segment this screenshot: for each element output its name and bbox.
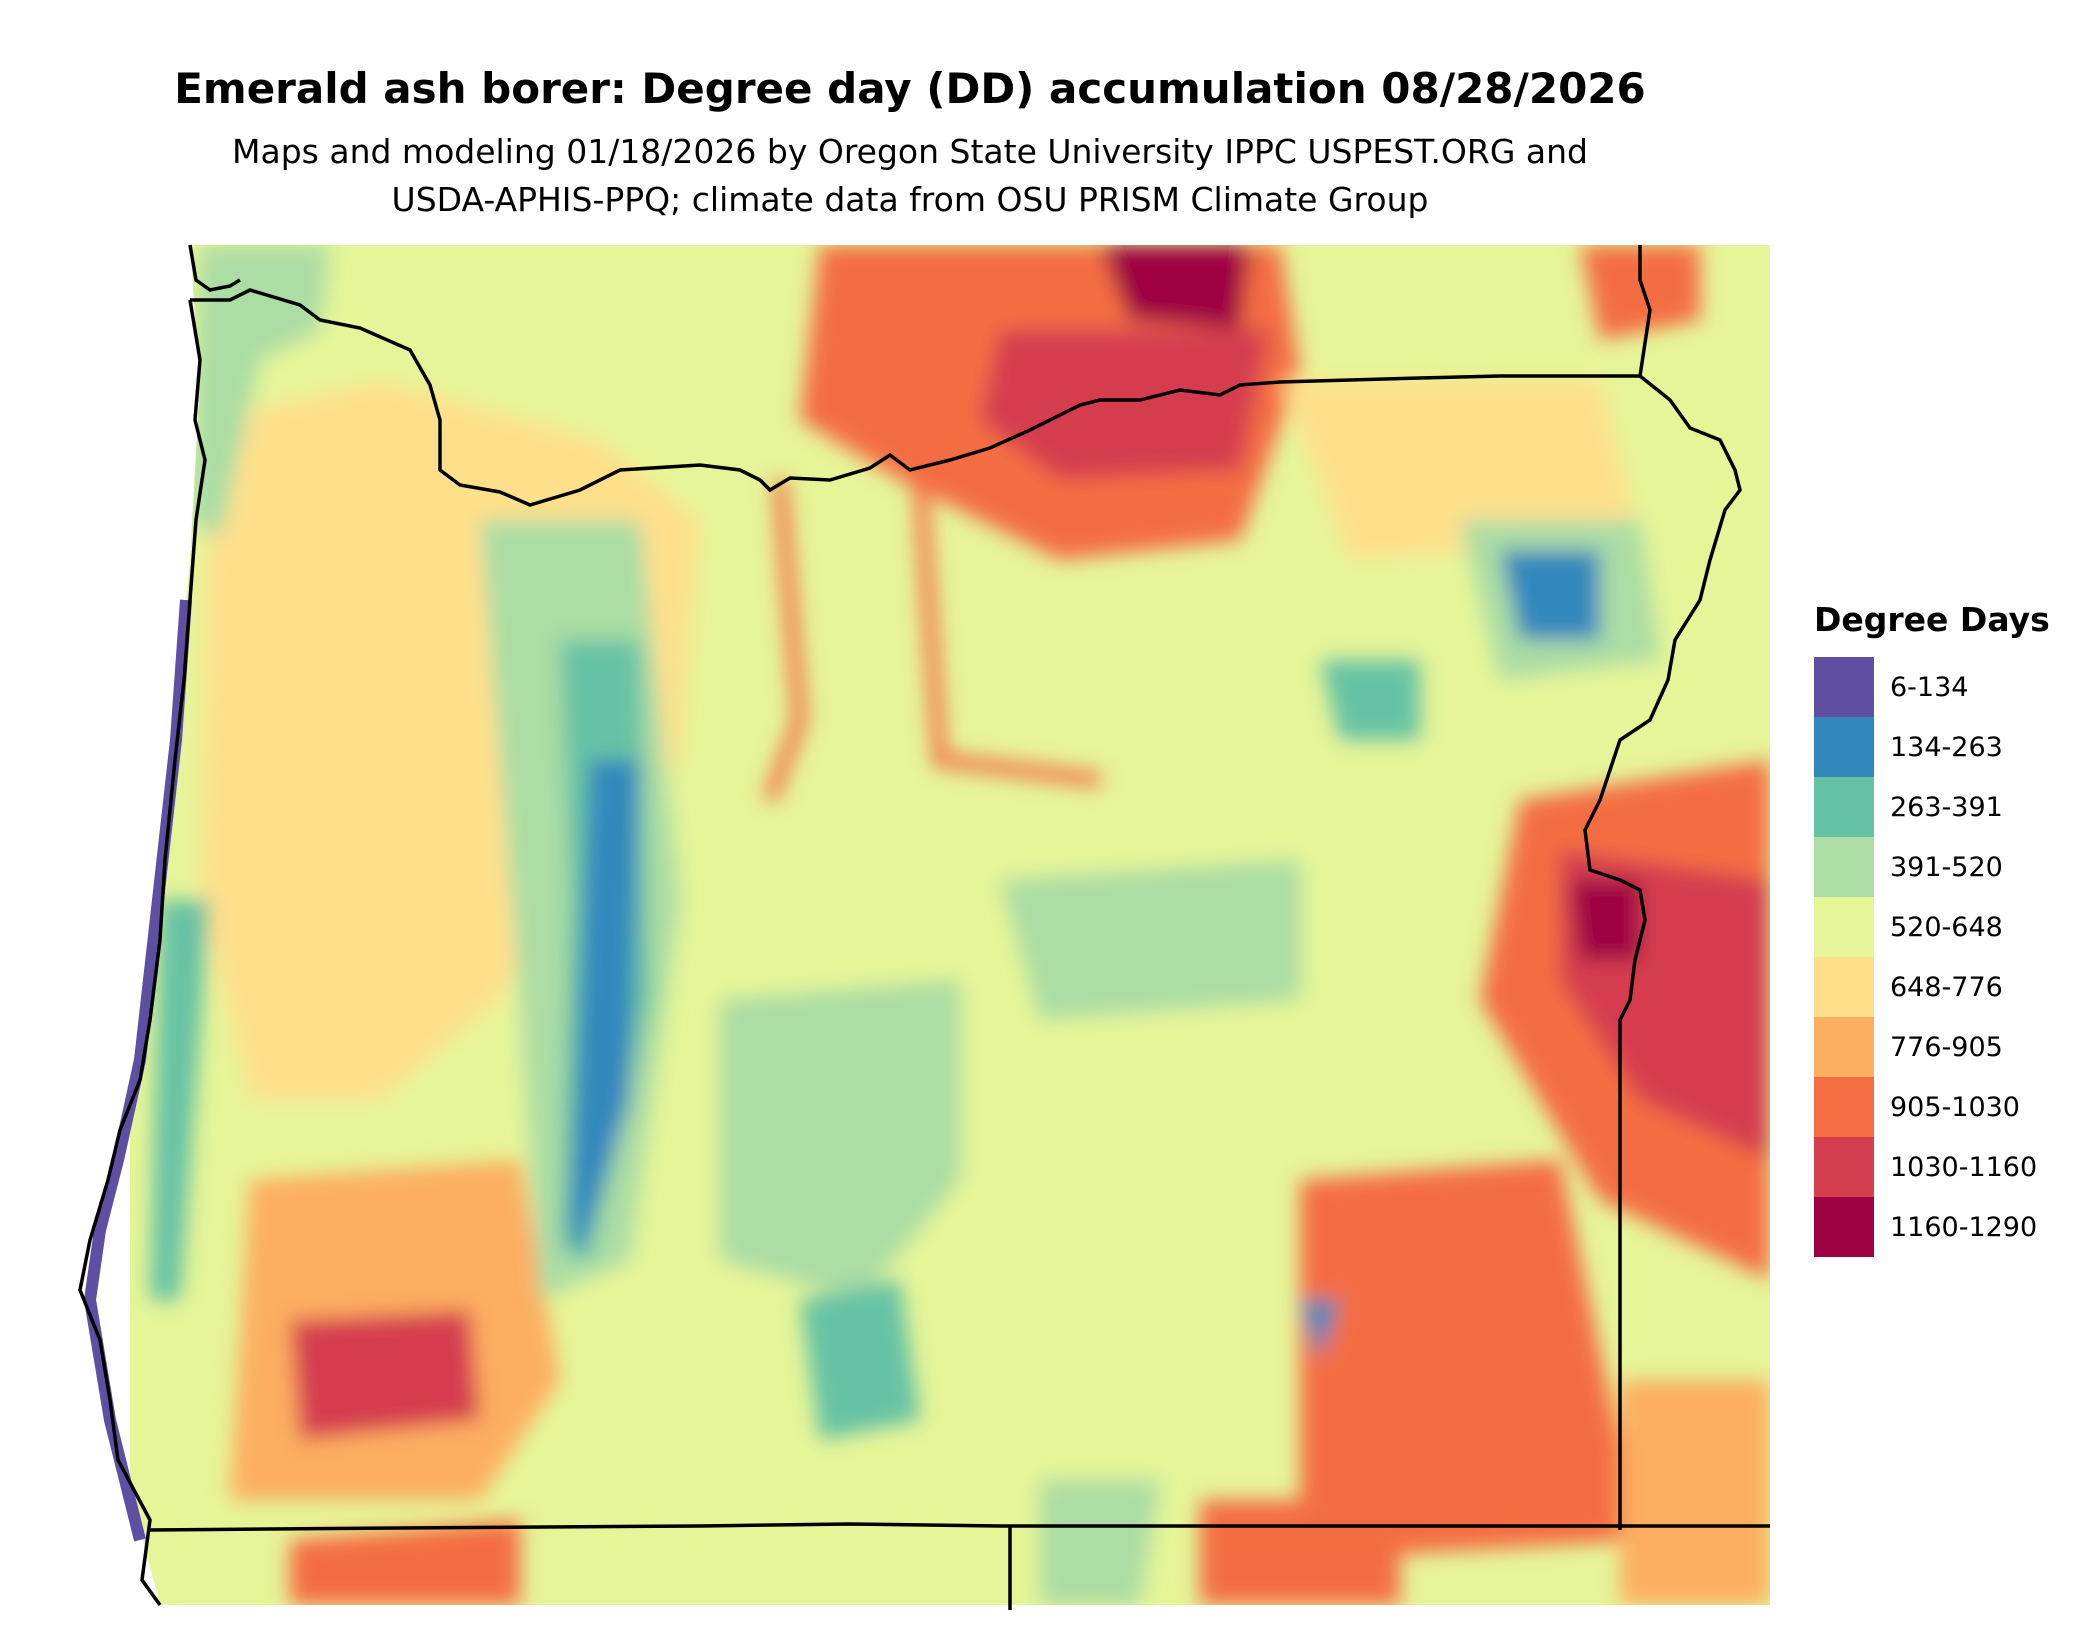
map-raster <box>130 245 1770 1605</box>
legend-label: 6-134 <box>1890 671 1969 703</box>
legend-label: 134-263 <box>1890 731 2003 763</box>
legend-swatch <box>1814 957 1874 1017</box>
southern-border <box>149 1522 1770 1532</box>
raster-fort-rock <box>800 1280 920 1440</box>
legend-item: 263-391 <box>1814 777 2050 837</box>
legend-item: 6-134 <box>1814 657 2050 717</box>
legend-label: 776-905 <box>1890 1031 2003 1063</box>
raster-umatilla <box>1280 380 1640 560</box>
legend-item: 134-263 <box>1814 717 2050 777</box>
oregon-coastline <box>78 299 207 1607</box>
legend-item: 905-1030 <box>1814 1077 2050 1137</box>
legend-swatch <box>1814 777 1874 837</box>
legend-items: 6-134 134-263 263-391 391-520 520-648 64… <box>1814 657 2050 1257</box>
legend-swatch <box>1814 657 1874 717</box>
legend: Degree Days 6-134 134-263 263-391 391-52… <box>1814 600 2050 1257</box>
legend-swatch <box>1814 1197 1874 1257</box>
state-boundaries <box>78 244 1770 1610</box>
legend-label: 263-391 <box>1890 791 2003 823</box>
legend-swatch <box>1814 1077 1874 1137</box>
legend-title: Degree Days <box>1814 600 2050 639</box>
subtitle-line-1: Maps and modeling 01/18/2026 by Oregon S… <box>232 132 1588 171</box>
legend-item: 1160-1290 <box>1814 1197 2050 1257</box>
raster-coast-north <box>190 245 330 540</box>
map-subtitle: Maps and modeling 01/18/2026 by Oregon S… <box>60 128 1760 224</box>
map-title: Emerald ash borer: Degree day (DD) accum… <box>174 64 1646 113</box>
legend-swatch <box>1814 1017 1874 1077</box>
legend-label: 391-520 <box>1890 851 2003 883</box>
raster-steens <box>1300 1300 1340 1360</box>
raster-deschutes <box>763 479 808 803</box>
raster-cascades-crest <box>570 760 640 1260</box>
raster-owyhee <box>1620 1380 1770 1605</box>
legend-item: 776-905 <box>1814 1017 2050 1077</box>
legend-label: 1160-1290 <box>1890 1211 2038 1243</box>
raster-walla-walla <box>1580 245 1700 340</box>
raster-klamath-warm <box>290 1520 520 1605</box>
raster-south-border <box>1200 1500 1400 1605</box>
subtitle-line-2: USDA-APHIS-PPQ; climate data from OSU PR… <box>391 180 1429 219</box>
raster-coast-cool <box>150 900 210 1300</box>
raster-central-cool <box>720 980 960 1300</box>
raster-ontario <box>1570 880 1640 960</box>
raster-tri-cities <box>1100 245 1250 330</box>
legend-item: 648-776 <box>1814 957 2050 1017</box>
legend-item: 520-648 <box>1814 897 2050 957</box>
raster-alvord <box>1300 1160 1640 1560</box>
raster-elkhorn <box>1320 660 1420 740</box>
eastern-border <box>1583 245 1742 1530</box>
raster-columbia-hot <box>980 330 1270 480</box>
raster-ochoco <box>1000 860 1300 1020</box>
legend-label: 905-1030 <box>1890 1091 2020 1123</box>
legend-item: 1030-1160 <box>1814 1137 2050 1197</box>
raster-warner <box>1040 1480 1160 1605</box>
legend-label: 1030-1160 <box>1890 1151 2038 1183</box>
legend-label: 648-776 <box>1890 971 2003 1003</box>
legend-item: 391-520 <box>1814 837 2050 897</box>
legend-swatch <box>1814 717 1874 777</box>
washington-coast <box>188 244 241 292</box>
raster-blue-mtns-crest <box>1500 550 1600 640</box>
legend-label: 520-648 <box>1890 911 2003 943</box>
legend-swatch <box>1814 837 1874 897</box>
northern-border <box>190 288 1640 507</box>
raster-john-day <box>913 479 1101 787</box>
raster-rogue-hot <box>290 1310 480 1440</box>
legend-swatch <box>1814 897 1874 957</box>
legend-swatch <box>1814 1137 1874 1197</box>
